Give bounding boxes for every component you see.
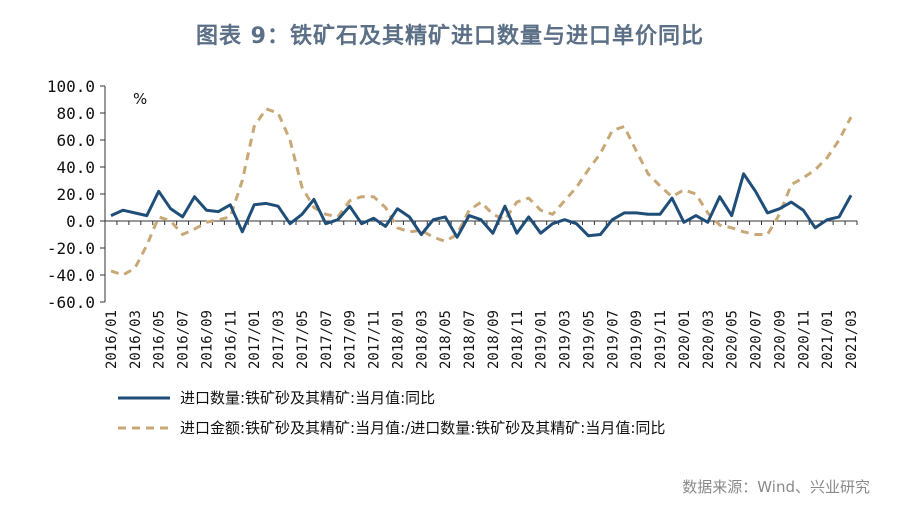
- series-line-quantity: [110, 172, 853, 239]
- x-tick-label: 2021/03: [844, 310, 860, 369]
- x-tick-label: 2018/09: [486, 310, 502, 369]
- x-tick-label: 2021/01: [820, 310, 836, 369]
- x-tick-label: 2018/11: [510, 310, 526, 369]
- x-tick-label: 2017/05: [295, 310, 311, 369]
- x-tick-label: 2016/09: [199, 310, 215, 369]
- x-tick-label: 2020/05: [725, 310, 741, 369]
- x-tick-label: 2017/07: [319, 310, 335, 369]
- x-tick-label: 2019/11: [653, 310, 669, 369]
- x-tick-label: 2017/11: [367, 310, 383, 369]
- x-tick-label: 2016/01: [104, 310, 120, 369]
- x-tick-label: 2016/11: [223, 310, 239, 369]
- x-tick-label: 2018/07: [462, 310, 478, 369]
- x-tick-label: 2020/11: [796, 310, 812, 369]
- x-tick-label: 2018/01: [390, 310, 406, 369]
- x-tick-label: 2016/03: [128, 310, 144, 369]
- y-tick-label: 100.0: [47, 77, 95, 96]
- y-tick-label: 40.0: [56, 158, 95, 177]
- y-tick-label: 0.0: [66, 212, 95, 231]
- x-tick-label: 2017/09: [343, 310, 359, 369]
- y-tick-label: -40.0: [47, 266, 95, 285]
- x-tick-label: 2019/09: [629, 310, 645, 369]
- y-tick-label: 60.0: [56, 131, 95, 150]
- legend: 进口数量:铁矿砂及其精矿:当月值:同比 进口金额:铁矿砂及其精矿:当月值:/进口…: [118, 389, 665, 437]
- x-tick-label: 2020/03: [701, 310, 717, 369]
- legend-label-price: 进口金额:铁矿砂及其精矿:当月值:/进口数量:铁矿砂及其精矿:当月值:同比: [180, 419, 665, 437]
- y-unit-label: %: [133, 90, 147, 108]
- x-tick-label: 2016/07: [176, 310, 192, 369]
- legend-label-quantity: 进口数量:铁矿砂及其精矿:当月值:同比: [180, 389, 435, 407]
- y-tick-label: -20.0: [47, 239, 95, 258]
- series-lines: [110, 107, 853, 277]
- y-axis: 100.0 80.0 60.0 40.0 20.0 0.0 -20.0 -40.0 -60.0: [47, 77, 106, 312]
- x-tick-label: 2019/05: [581, 310, 597, 369]
- x-tick-label: 2020/07: [749, 310, 765, 369]
- x-tick-label: 2017/03: [271, 310, 287, 369]
- x-tick-label: 2018/05: [438, 310, 454, 369]
- y-tick-label: -60.0: [47, 293, 95, 312]
- x-tick-label: 2016/05: [152, 310, 168, 369]
- x-axis: 2016/01 2016/03 2016/05 2016/07 2016/09 2016/…: [104, 220, 860, 369]
- y-tick-label: 20.0: [56, 185, 95, 204]
- y-tick-label: 80.0: [56, 104, 95, 123]
- source-note: 数据来源：Wind、兴业研究: [682, 478, 870, 496]
- chart-title: 图表 9：铁矿石及其精矿进口数量与进口单价同比: [196, 24, 704, 49]
- x-tick-label: 2019/07: [605, 310, 621, 369]
- x-tick-label: 2018/03: [414, 310, 430, 369]
- x-tick-label: 2019/01: [534, 310, 550, 369]
- series-line-price: [110, 107, 853, 277]
- x-tick-label: 2017/01: [247, 310, 263, 369]
- x-tick-label: 2020/09: [772, 310, 788, 369]
- x-tick-label: 2019/03: [558, 310, 574, 369]
- x-tick-label: 2020/01: [677, 310, 693, 369]
